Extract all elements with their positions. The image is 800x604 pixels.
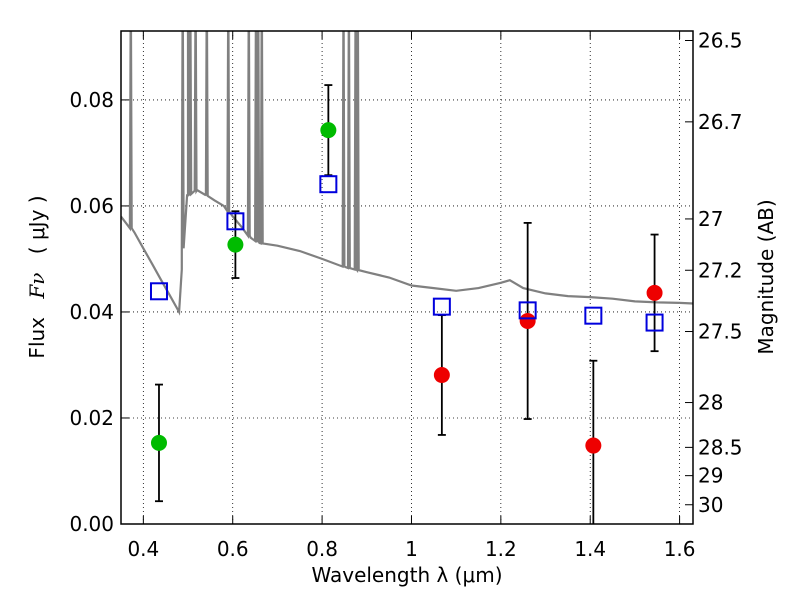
x-tick-label: 0.8 — [306, 537, 338, 561]
y-axis-right-title: Magnitude (AB) — [754, 199, 778, 354]
y-axis-left-unit: ( μJy ) — [25, 195, 49, 254]
x-tick-label: 1.2 — [485, 537, 517, 561]
marker-group — [149, 122, 664, 454]
model-flux-square — [319, 175, 338, 194]
y-tick-label: 0.04 — [69, 300, 114, 324]
model-flux-square — [432, 297, 451, 316]
model-flux-square — [645, 313, 664, 332]
red-data-point — [646, 284, 663, 301]
y-axis-left-prefix: Flux — [25, 317, 49, 359]
y-tick-label: 0.00 — [69, 512, 114, 536]
svg-text:Flux Fν ( μJy ): Flux Fν ( μJy ) — [25, 195, 49, 358]
x-tick-label: 1 — [405, 537, 418, 561]
x-tick-label: 0.4 — [127, 537, 159, 561]
x-tick-label: 0.6 — [217, 537, 249, 561]
model-flux-square — [584, 306, 603, 325]
x-tick-label: 1.4 — [574, 537, 606, 561]
sed-curve — [121, 31, 693, 316]
plot-frame — [120, 30, 694, 525]
y-tick-label: 0.06 — [69, 194, 114, 218]
red-data-point — [585, 437, 602, 454]
green-data-point — [150, 434, 167, 451]
x-tick-label: 1.6 — [664, 537, 696, 561]
model-flux-square — [518, 301, 537, 320]
right-tick-label: 30 — [698, 493, 723, 517]
y-tick-label: 0.08 — [69, 88, 114, 112]
x-axis-title: Wavelength λ (μm) — [311, 563, 502, 587]
y-axis-left-title: Flux Fν ( μJy ) — [25, 195, 49, 358]
right-tick-label: 27.2 — [698, 258, 743, 282]
green-data-point — [320, 122, 337, 139]
right-tick-label: 26.7 — [698, 110, 743, 134]
green-data-point — [227, 236, 244, 253]
ticks: 0.4 0.6 0.8 1 1.2 1.4 1.6 0.00 0.02 0.04 0.06 0.08 2… — [69, 29, 742, 561]
model-flux-square — [226, 212, 245, 231]
right-tick-label: 27 — [698, 207, 723, 231]
y-tick-label: 0.02 — [69, 406, 114, 430]
right-tick-label: 27.5 — [698, 320, 743, 344]
right-tick-label: 29 — [698, 464, 723, 488]
model-flux-square — [149, 282, 168, 301]
red-data-point — [519, 312, 536, 329]
grid — [121, 31, 693, 524]
right-tick-label: 28.5 — [698, 435, 743, 459]
red-data-point — [433, 367, 450, 384]
sed-curve-group — [121, 31, 693, 316]
right-tick-label: 28 — [698, 391, 723, 415]
right-tick-label: 26.5 — [698, 29, 743, 53]
y-axis-left-symbol: Fν — [25, 273, 49, 300]
